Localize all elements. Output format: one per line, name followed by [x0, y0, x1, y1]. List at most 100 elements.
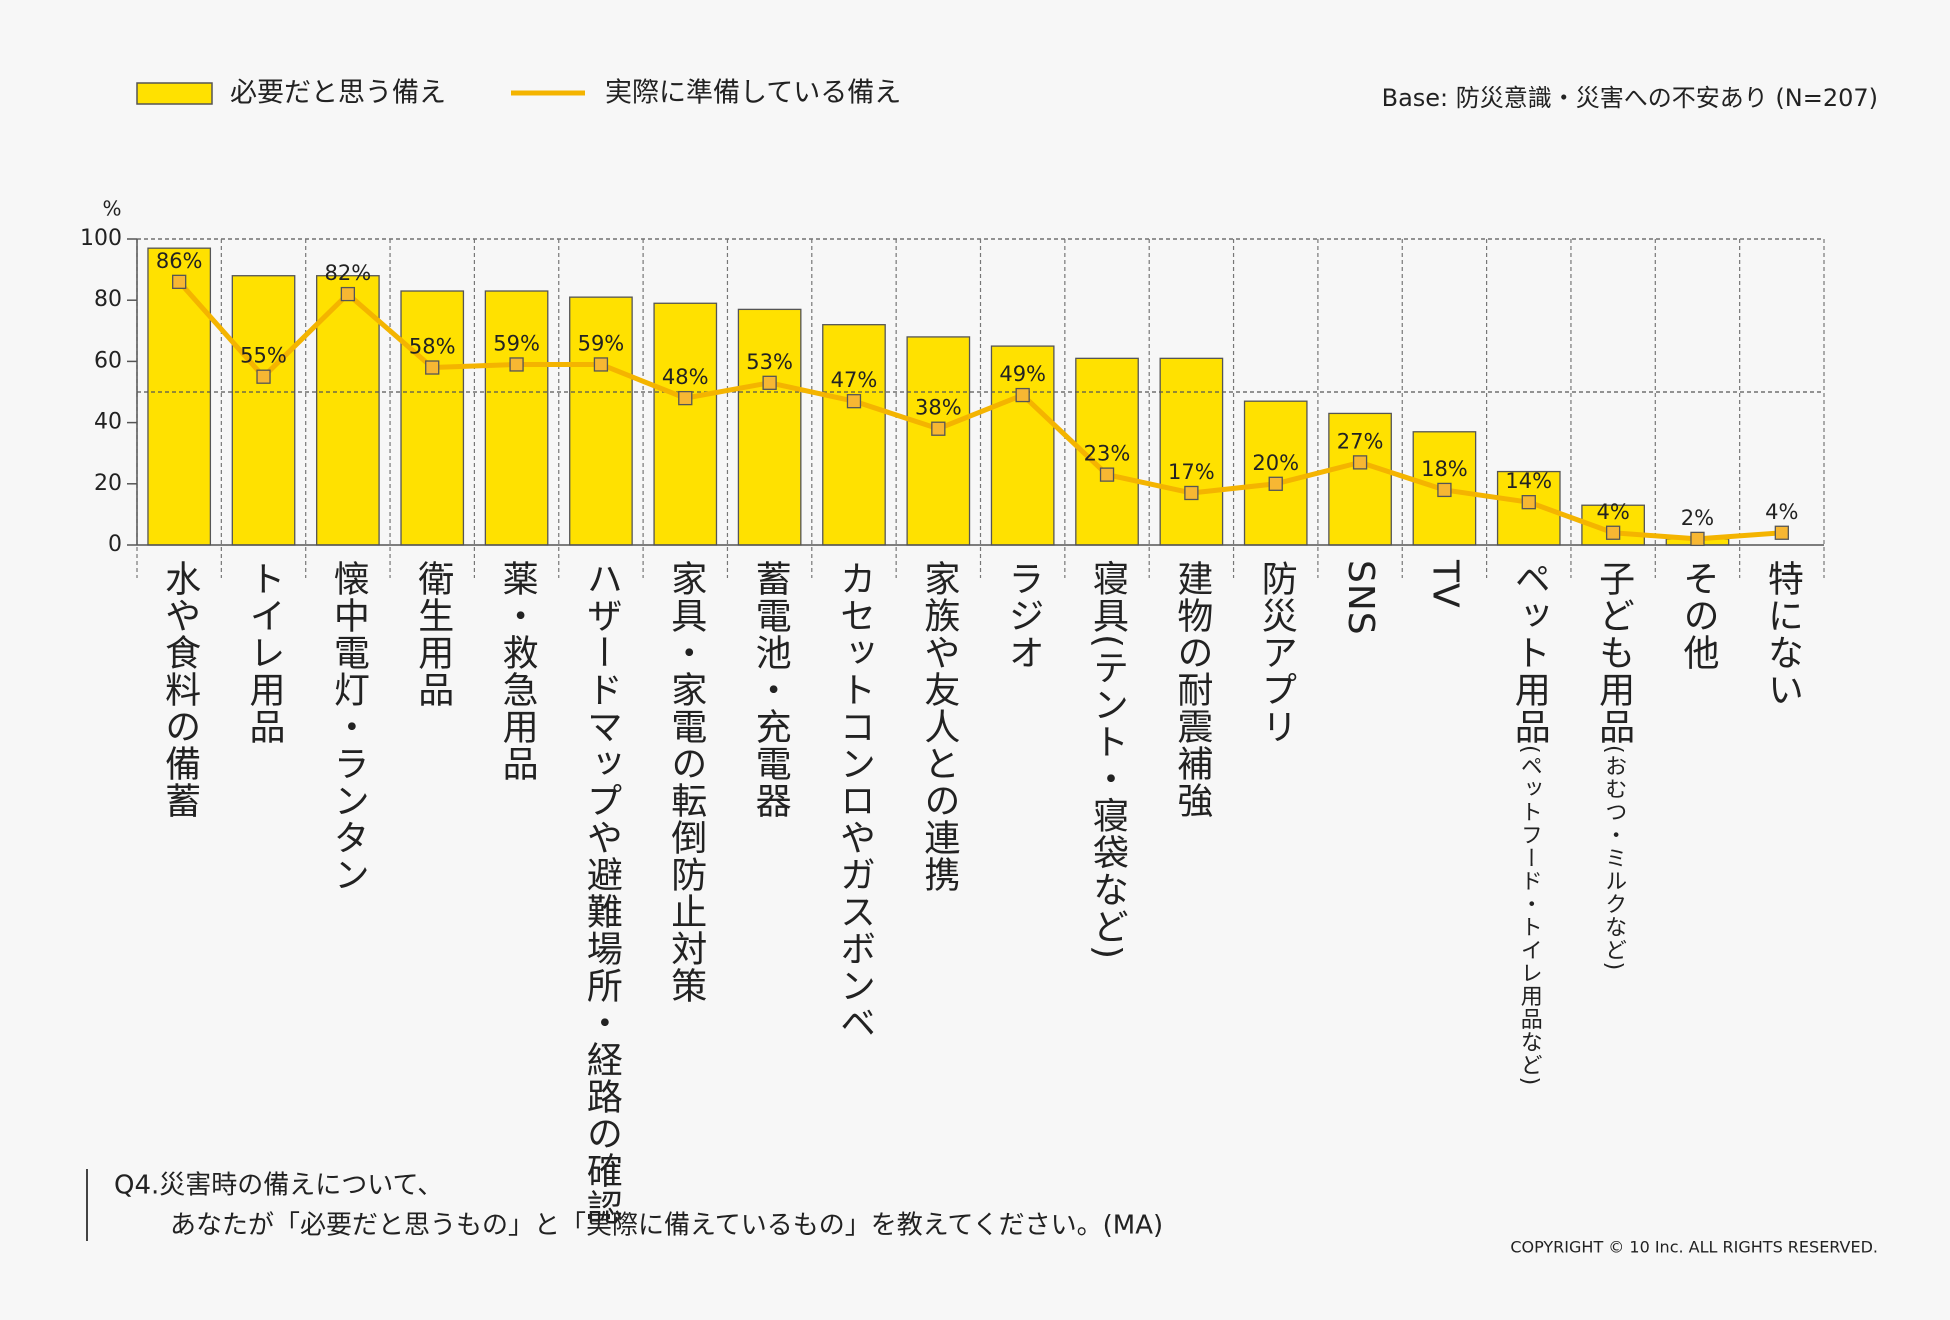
y-tick-label: 0: [108, 532, 122, 557]
data-label: 82%: [325, 261, 372, 285]
y-tick-label: 40: [94, 410, 122, 435]
line-marker: [340, 286, 356, 302]
line-marker: [256, 369, 271, 384]
data-label: 4%: [1765, 500, 1798, 524]
data-label: 47%: [831, 368, 878, 392]
line-marker: [931, 421, 946, 436]
line-marker: [593, 357, 609, 372]
line-marker: [172, 274, 187, 289]
x-tick-label: 子ども用品(おむつ・ミルクなど): [1593, 560, 1634, 972]
x-tick-label: 衛生用品: [412, 560, 454, 708]
x-tick-label: ラジオ: [1002, 560, 1044, 671]
bar: [484, 290, 549, 546]
bar: [737, 308, 802, 546]
category-text: 水や食料の備蓄: [159, 560, 201, 819]
data-label: 49%: [999, 362, 1046, 386]
bar: [1328, 412, 1392, 546]
data-label: 23%: [1084, 442, 1131, 466]
x-tick-label: TV: [1424, 560, 1466, 609]
category-text: 防災アプリ: [1255, 560, 1297, 745]
line-marker: [1268, 476, 1283, 491]
y-tick-label: 80: [94, 287, 122, 312]
x-tick-label: 寝具(テント・寝袋など): [1087, 560, 1129, 961]
data-label: 59%: [578, 331, 625, 355]
bar: [1243, 400, 1308, 546]
question-line: あなたが「必要だと思うもの」と「実際に備えているもの」を教えてください。(MA): [170, 1211, 1163, 1241]
y-unit: %: [102, 197, 121, 221]
category-text: 蓄電池・充電器: [749, 560, 791, 819]
category-text: トイレ用品: [243, 560, 285, 745]
x-tick-label: 薬・救急用品: [497, 560, 538, 782]
x-tick-label: ハザードマップや避難場所・経路の確認: [580, 560, 622, 1226]
line-marker: [1774, 525, 1789, 540]
line: [177, 280, 1783, 542]
base-note: Base: 防災意識・災害への不安あり (N=207): [1382, 84, 1878, 112]
data-label: 86%: [156, 249, 203, 273]
line-marker: [1605, 525, 1621, 540]
question-line: Q4.災害時の備えについて、: [114, 1171, 443, 1201]
legend-swatch-bar: [136, 82, 213, 105]
data-label: 58%: [409, 335, 456, 359]
category-text: 衛生用品: [412, 560, 454, 708]
bar: [906, 336, 971, 546]
data-label: 53%: [746, 350, 793, 374]
line-marker: [1521, 495, 1536, 510]
copyright: COPYRIGHT © 10 Inc. ALL RIGHTS RESERVED.: [1510, 1238, 1878, 1257]
x-tick-label: SNS: [1340, 560, 1382, 636]
data-label: 2%: [1681, 506, 1714, 530]
data-label: 17%: [1168, 460, 1215, 484]
category-text: TV: [1424, 560, 1466, 609]
bar: [231, 275, 296, 546]
category-text: 家具・家電の転倒防止対策: [665, 560, 707, 1004]
data-label: 14%: [1505, 469, 1552, 493]
x-tick-label: 建物の耐震補強: [1171, 560, 1213, 819]
line-marker: [1184, 485, 1199, 501]
line-marker: [846, 394, 862, 409]
y-tick-label: 100: [80, 226, 122, 251]
category-text: 寝具(テント・寝袋など): [1087, 560, 1129, 961]
bar: [400, 290, 465, 546]
category-text: ラジオ: [1002, 560, 1044, 671]
x-tick-label: トイレ用品: [243, 560, 285, 745]
bar: [1159, 357, 1224, 546]
y-tick-label: 20: [94, 471, 122, 496]
category-text: 建物の耐震補強: [1171, 560, 1213, 819]
data-label: 55%: [240, 344, 287, 368]
category-text: ペット用品: [1508, 560, 1550, 745]
legend-label: 必要だと思う備え: [230, 78, 446, 109]
data-label: 59%: [493, 331, 540, 355]
x-tick-label: 水や食料の備蓄: [159, 560, 201, 819]
line-marker: [1352, 455, 1368, 470]
category-note: (おむつ・ミルクなど): [1601, 745, 1627, 972]
category-text: 特にない: [1761, 560, 1803, 708]
bar: [653, 302, 718, 546]
x-tick-label: 懐中電灯・ランタン: [328, 560, 369, 893]
bar: [147, 247, 212, 546]
x-tick-label: 特にない: [1761, 560, 1803, 708]
line-marker: [1690, 531, 1705, 547]
line-marker: [762, 375, 777, 390]
x-tick-label: ペット用品(ペットフード・トイレ用品など): [1508, 560, 1550, 1086]
data-label: 38%: [915, 396, 962, 420]
data-label: 4%: [1596, 500, 1629, 524]
line-marker: [1099, 467, 1115, 482]
y-tick-label: 60: [94, 348, 122, 373]
x-tick-label: その他: [1677, 560, 1719, 671]
bar: [990, 345, 1055, 546]
category-text: 家族や友人との連携: [918, 560, 960, 893]
category-text: その他: [1677, 560, 1719, 671]
data-label: 27%: [1337, 429, 1384, 453]
data-label: 20%: [1252, 451, 1299, 475]
line-marker: [509, 357, 524, 372]
category-text: カセットコンロやガスボンベ: [833, 560, 875, 1041]
category-text: ハザードマップや避難場所・経路の確認: [580, 560, 622, 1226]
bar: [316, 275, 380, 546]
legend-label: 実際に準備している備え: [605, 78, 901, 109]
x-tick-label: 家具・家電の転倒防止対策: [665, 560, 707, 1004]
category-text: SNS: [1340, 560, 1382, 636]
line-marker: [678, 390, 693, 406]
line-marker: [1437, 482, 1452, 498]
bar: [822, 324, 886, 546]
